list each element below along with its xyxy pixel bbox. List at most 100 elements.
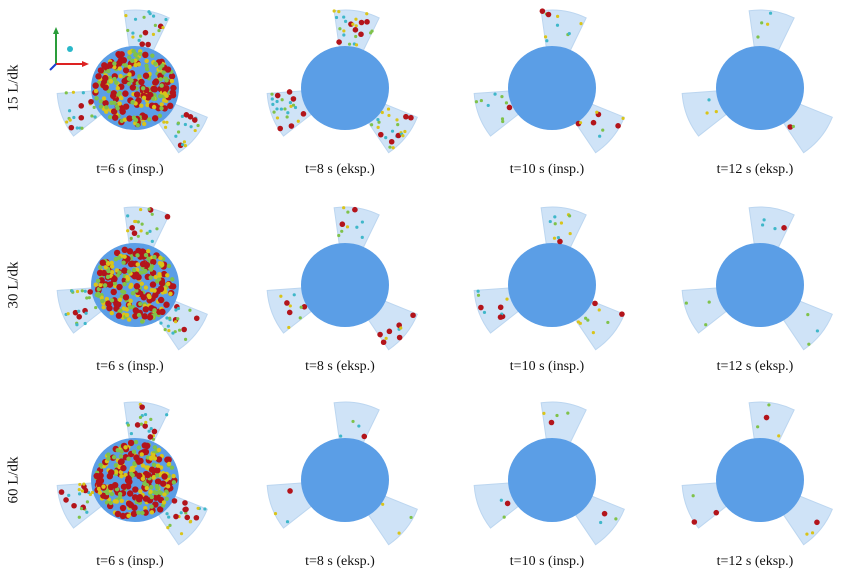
particle [386,107,391,111]
fan-rotor-view [681,206,833,351]
particle [364,19,370,25]
particle [791,124,795,129]
particle [139,452,144,457]
simulation-panel: t=10 s (insp.) [447,205,647,377]
particle [133,91,141,98]
row-label: 15 L/dk [4,28,24,148]
particle [807,342,811,346]
panel-caption: t=6 s (insp.) [96,162,164,177]
particle [143,442,151,450]
particle [117,101,122,106]
particle [274,92,281,99]
particle [191,117,198,123]
particle [127,49,132,55]
blade-3 [157,495,208,546]
particle [104,296,110,302]
particle [70,289,74,293]
particle [106,452,111,457]
particle [713,509,720,516]
particle [94,96,99,101]
particle [296,119,300,123]
particle [97,265,103,270]
particle [141,95,147,100]
particle [144,67,150,72]
particle [142,29,149,36]
particle [126,490,134,497]
particle [147,207,151,211]
particle [138,489,143,494]
particle [128,298,133,304]
fan-rotor-view [266,401,418,546]
particle [159,106,164,111]
particle [147,117,152,122]
particle [174,134,178,138]
particle [125,500,133,507]
particle [146,256,151,261]
fan-rotor-view [266,206,418,351]
particle [108,500,114,506]
particle [162,492,167,497]
particle [130,58,135,64]
particle [169,78,175,84]
panel-caption: t=12 s (eksp.) [716,554,794,569]
particle [135,496,143,503]
particle [139,422,144,426]
particle [806,313,810,317]
particle [140,294,147,301]
particle [157,296,165,304]
particle [126,28,130,33]
particle [131,49,136,54]
particle [115,106,120,111]
particle [149,281,157,288]
particle [174,308,178,312]
particle [98,282,103,288]
particle [358,19,365,26]
particles [684,218,820,346]
particle [377,331,383,338]
particle [152,494,160,501]
particle [131,230,138,237]
particle [486,103,490,108]
particle [137,74,142,79]
particle [165,316,169,320]
panel-caption: t=8 s (eksp.) [305,554,375,569]
particle [142,306,149,313]
particle [72,309,79,316]
particle [106,68,111,74]
particle [180,143,185,147]
particle [380,110,384,115]
particle [117,491,123,497]
fan-rotor-view [681,9,833,154]
particle [109,260,115,266]
particle [193,514,200,521]
particle [117,270,122,275]
particle [568,231,572,236]
particle [275,99,279,104]
particle [149,417,153,421]
particle [71,90,76,94]
particle [283,107,287,111]
particle [133,283,141,290]
particle [168,291,173,297]
particle [161,500,167,505]
particle [136,510,141,515]
particle [65,120,69,124]
particle [277,125,284,132]
particle [143,412,148,417]
particle [542,411,546,415]
particle [135,458,142,465]
particle [300,111,307,117]
particle [351,419,355,424]
particle [165,484,171,489]
particle [360,235,364,239]
particle [476,293,481,297]
simulation-panel: t=10 s (insp.) [447,400,647,572]
particle [118,308,123,313]
particle [131,449,137,454]
particle [119,474,124,479]
blade-1 [748,401,795,443]
particle [805,532,809,536]
panel-caption: t=6 s (insp.) [96,554,164,569]
particle [80,126,84,130]
blade-1 [748,9,795,51]
